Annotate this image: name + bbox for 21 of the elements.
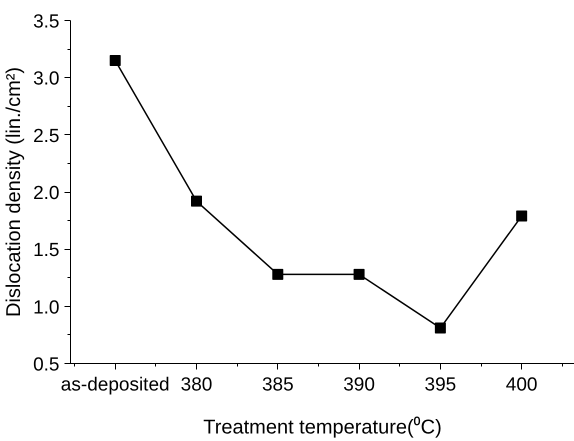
- y-tick-label: 3.0: [33, 68, 60, 90]
- x-tick-label: 395: [424, 374, 456, 396]
- y-tick-label: 2.0: [33, 183, 60, 204]
- point: [516, 210, 528, 222]
- point: [110, 55, 121, 66]
- y-tick-label: 2.5: [33, 126, 60, 147]
- point: [434, 322, 446, 334]
- x-tick-label: as-deposited: [60, 374, 170, 396]
- x-tick-label: 400: [506, 374, 538, 396]
- point: [354, 268, 365, 280]
- x-tick-label: 380: [180, 374, 212, 396]
- y-tick-label: 3.5: [33, 12, 60, 32]
- point: [191, 196, 202, 207]
- y-tick-label: 1.0: [33, 297, 60, 318]
- y-tick-label: 1.5: [33, 240, 60, 262]
- x-axis-title: Treatment temperature(⁰C): [203, 416, 442, 438]
- point: [272, 268, 284, 280]
- x-tick-label: 385: [262, 374, 294, 396]
- y-axis-title: Dislocation density (lin./cm²): [3, 66, 26, 318]
- x-tick-label: 390: [343, 374, 375, 396]
- y-tick-label: 0.5: [33, 354, 60, 376]
